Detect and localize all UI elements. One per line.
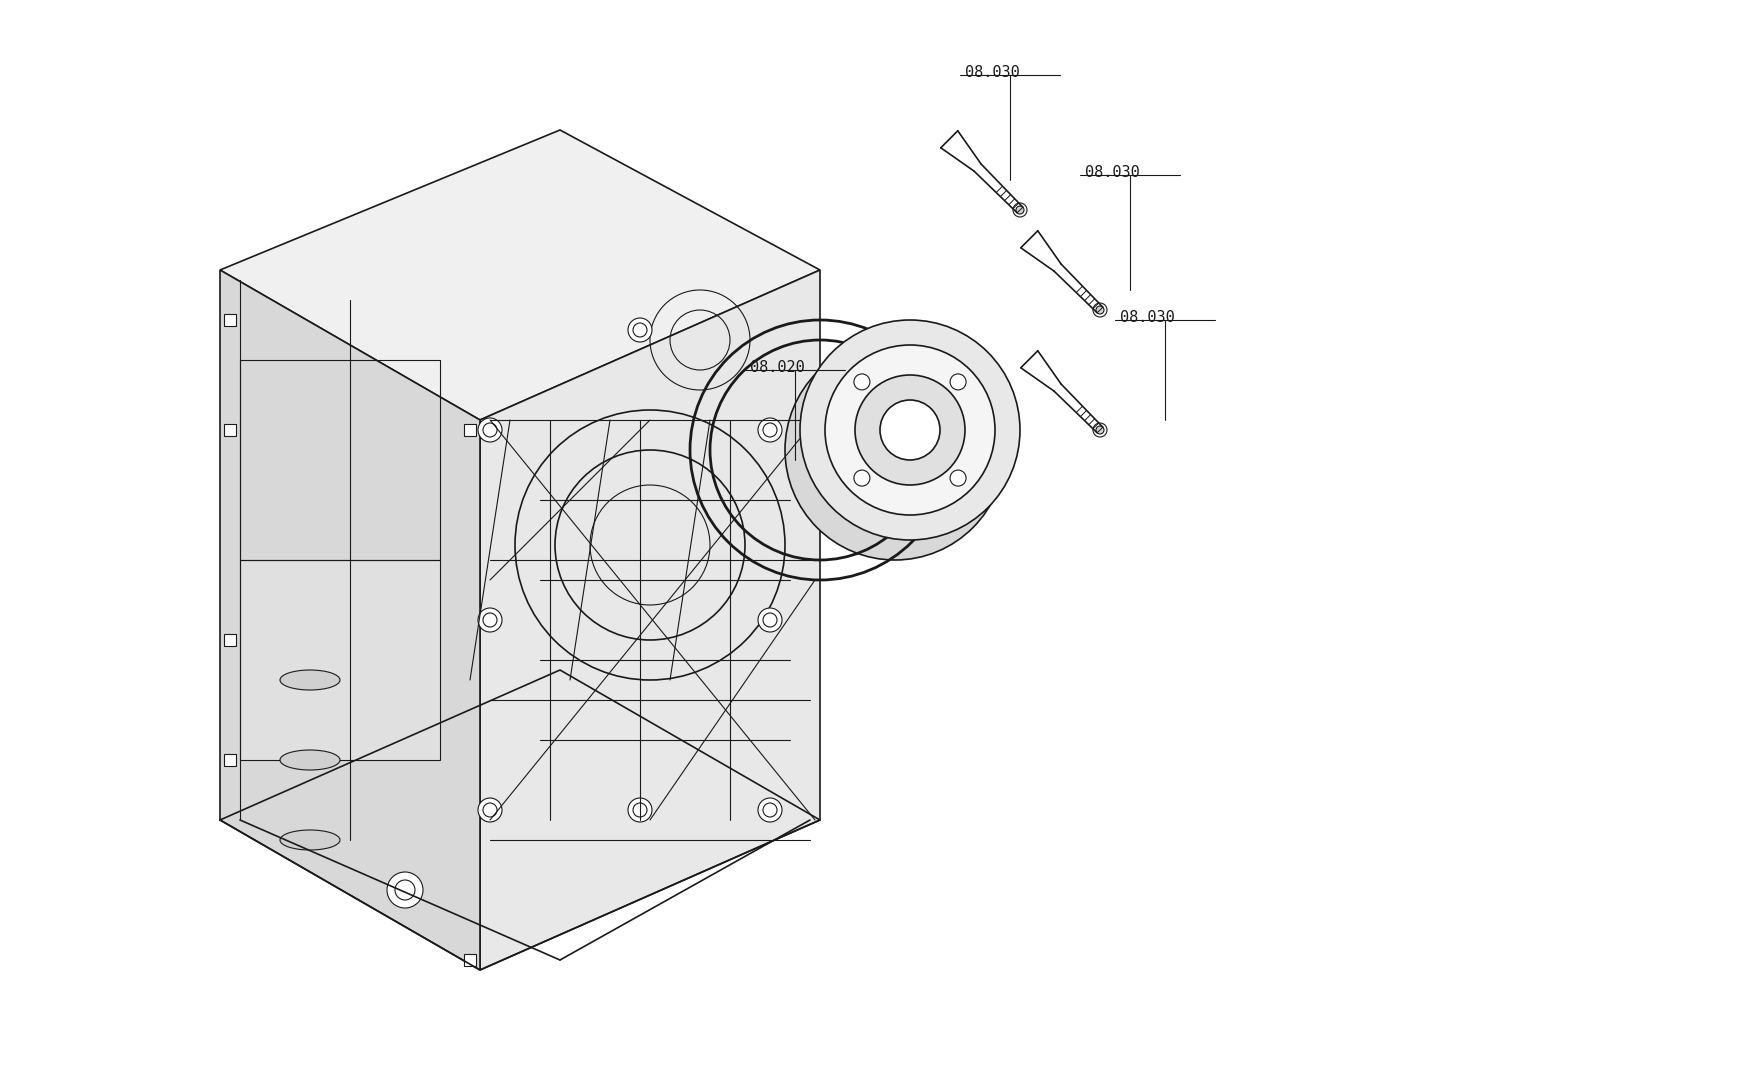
Bar bbox=[224, 754, 237, 766]
Text: 08.030: 08.030 bbox=[965, 65, 1019, 80]
Circle shape bbox=[758, 608, 781, 632]
Circle shape bbox=[478, 418, 503, 442]
Polygon shape bbox=[219, 129, 819, 421]
Text: 08.030: 08.030 bbox=[1120, 310, 1174, 325]
Bar bbox=[224, 424, 237, 435]
Circle shape bbox=[949, 470, 965, 486]
Circle shape bbox=[478, 608, 503, 632]
Circle shape bbox=[478, 798, 503, 822]
Circle shape bbox=[1096, 426, 1103, 434]
Polygon shape bbox=[480, 270, 819, 970]
Circle shape bbox=[628, 318, 652, 342]
Circle shape bbox=[784, 340, 1005, 560]
Circle shape bbox=[880, 400, 939, 460]
Bar bbox=[224, 635, 237, 646]
Circle shape bbox=[386, 872, 423, 908]
Bar bbox=[464, 424, 476, 435]
Circle shape bbox=[854, 470, 870, 486]
Text: 08.020: 08.020 bbox=[750, 360, 803, 374]
Bar bbox=[464, 954, 476, 966]
Ellipse shape bbox=[280, 670, 339, 690]
Circle shape bbox=[824, 345, 995, 515]
Ellipse shape bbox=[280, 750, 339, 770]
Circle shape bbox=[949, 373, 965, 389]
Circle shape bbox=[758, 798, 781, 822]
Circle shape bbox=[628, 798, 652, 822]
Polygon shape bbox=[219, 270, 480, 970]
Circle shape bbox=[758, 418, 781, 442]
Circle shape bbox=[800, 320, 1019, 540]
Circle shape bbox=[854, 374, 965, 485]
Bar bbox=[240, 560, 440, 760]
Circle shape bbox=[1016, 207, 1024, 214]
Circle shape bbox=[1096, 306, 1103, 314]
Circle shape bbox=[854, 373, 870, 389]
Bar bbox=[224, 314, 237, 326]
Ellipse shape bbox=[280, 830, 339, 850]
Text: 08.030: 08.030 bbox=[1085, 165, 1139, 180]
